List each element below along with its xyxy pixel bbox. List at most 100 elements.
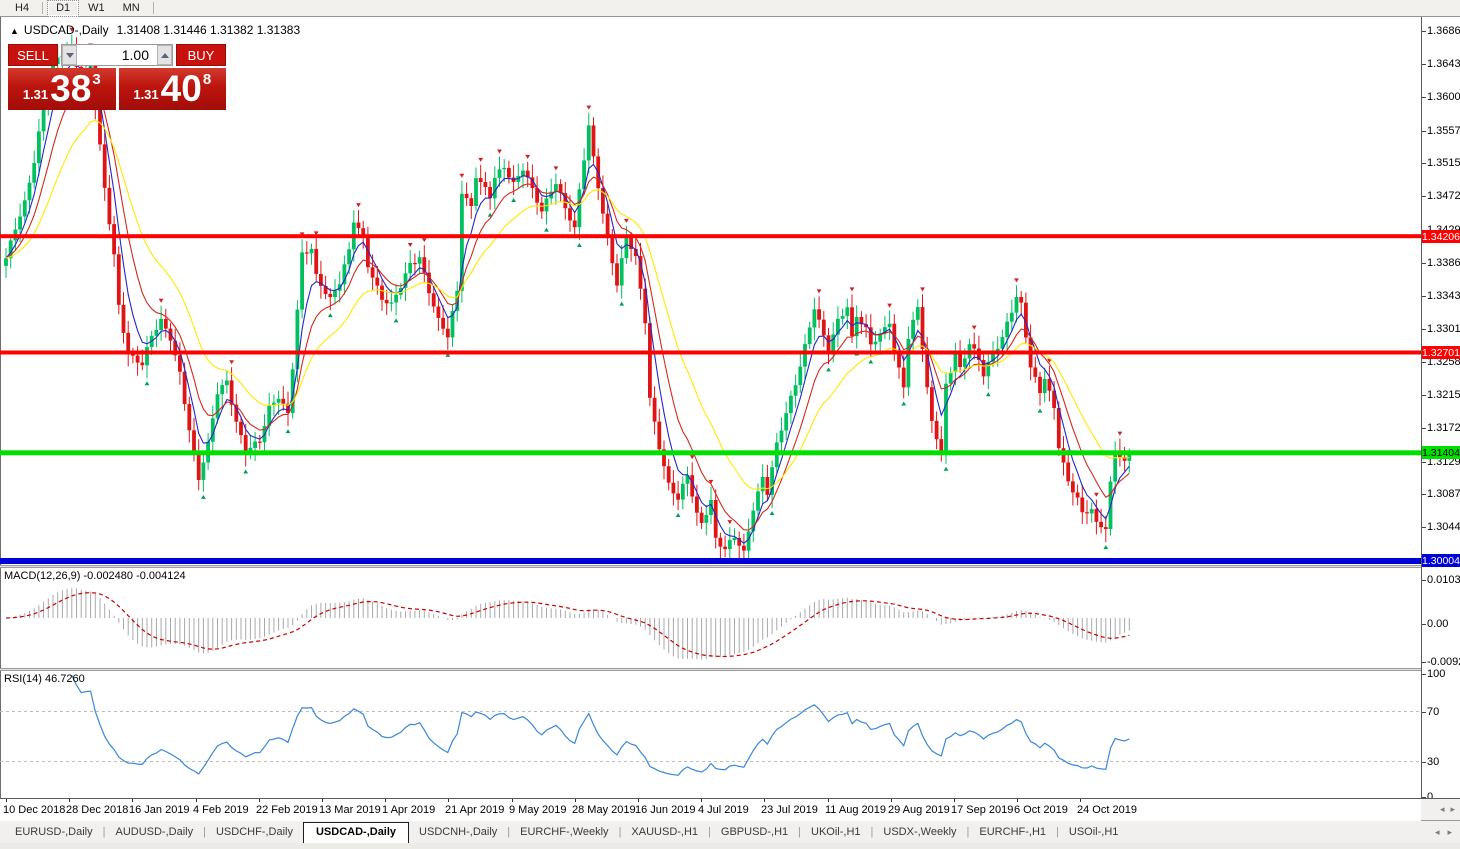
timeframe-button-d1[interactable]: D1 (47, 0, 80, 17)
date-axis-tick (259, 799, 260, 802)
timeframe-button-w1[interactable]: W1 (88, 1, 105, 14)
rsi-axis-tick (1422, 797, 1426, 798)
chart-ohlc-values: 1.31408 1.31446 1.31382 1.31383 (116, 23, 301, 37)
symbol-tab-gbpusdh1[interactable]: GBPUSD-,H1 (720, 826, 789, 838)
price-axis-tick (1422, 395, 1426, 396)
macd-axis-label: -0.009203 (1427, 656, 1460, 668)
symbol-tab-usdcnhdaily[interactable]: USDCNH-,Daily (419, 826, 498, 838)
symbol-tab-eurusddaily[interactable]: EURUSD-,Daily (15, 826, 93, 838)
price-axis-tick (1422, 428, 1426, 429)
rsi-axis-tick (1422, 762, 1426, 763)
price-axis-tick (1422, 163, 1426, 164)
rsi-axis-label: 70 (1427, 706, 1440, 718)
timeframe-button-mn[interactable]: MN (122, 1, 140, 14)
chart-scroll-left-icon[interactable]: ◂ (1439, 804, 1445, 814)
level-line-1.34206 (0, 234, 1421, 239)
symbol-tab-usoilh1[interactable]: USOil-,H1 (1068, 826, 1119, 838)
volume-decrease-button[interactable] (62, 45, 77, 65)
date-axis-tick (701, 799, 702, 802)
one-click-trading-panel: SELL 1.00 BUY 1.31 38 3 (8, 44, 226, 110)
price-axis-label: 1.33430 (1427, 290, 1460, 302)
price-axis-label: 1.35570 (1427, 125, 1460, 137)
price-chart-canvas[interactable] (0, 17, 1421, 565)
date-axis-label: 28 Dec 2018 (66, 804, 129, 816)
pane-splitter[interactable] (0, 668, 1460, 671)
date-axis-tick (512, 799, 513, 802)
price-axis[interactable]: 1.36860 1.36430 1.36000 1.35570 1.35150 1.347… (1421, 17, 1460, 803)
price-axis-label: 1.34720 (1427, 190, 1460, 202)
date-axis-label: 4 Feb 2019 (193, 804, 249, 816)
date-axis-tick (322, 799, 323, 802)
date-axis-tick (69, 799, 70, 802)
date-axis-tick (1080, 799, 1081, 802)
tab-separator: | (102, 826, 106, 838)
rsi-axis-label: 0 (1427, 791, 1434, 803)
rsi-pane-canvas[interactable] (0, 671, 1421, 798)
date-axis-label: 17 Sep 2019 (951, 804, 1014, 816)
chart-symbol-period: USDCAD-,Daily (23, 23, 109, 37)
tabs-scroll-left-icon[interactable]: ◂ (1434, 827, 1440, 837)
date-axis-tick (196, 799, 197, 802)
timeframe-button-h4[interactable]: H4 (15, 1, 30, 14)
date-axis-tick (132, 799, 133, 802)
symbol-tab-usdchfdaily[interactable]: USDCHF-,Daily (215, 826, 293, 838)
status-strip (0, 843, 1460, 849)
buy-price-pipette: 8 (202, 71, 212, 88)
symbol-tab-xauusdh1[interactable]: XAUUSD-,H1 (631, 826, 699, 838)
symbol-tab-usdxweekly[interactable]: USDX-,Weekly (883, 826, 957, 838)
symbol-tab-eurchfh1[interactable]: EURCHF-,H1 (979, 826, 1047, 838)
symbol-tab-eurchfweekly[interactable]: EURCHF-,Weekly (520, 826, 609, 838)
date-axis-tick (828, 799, 829, 802)
medium-ma-line (5, 80, 1130, 531)
tab-scroll-buttons: ◂ ▸ (1435, 828, 1460, 843)
macd-pane-canvas[interactable] (0, 568, 1421, 668)
price-axis-label: 1.31290 (1427, 456, 1460, 468)
rsi-indicator-label: RSI(14) 46.7260 (4, 673, 85, 685)
buy-button[interactable]: BUY (176, 44, 226, 66)
price-axis-tick (1422, 362, 1426, 363)
price-axis-tick (1422, 527, 1426, 528)
tab-separator: | (1056, 826, 1059, 838)
tabs-scroll-right-icon[interactable]: ▸ (1447, 827, 1452, 837)
date-axis[interactable]: 10 Dec 2018 28 Dec 2018 16 Jan 2019 4 Feb 2… (0, 798, 1421, 821)
rsi-axis-tick (1422, 674, 1426, 675)
macd-axis-tick (1422, 662, 1426, 663)
date-axis-tick (448, 799, 449, 802)
tab-separator: | (618, 826, 622, 838)
price-axis-tick (1422, 329, 1426, 330)
buy-price-panel[interactable]: 1.31 40 8 (118, 68, 226, 110)
rsi-axis-tick (1422, 712, 1426, 713)
one-click-collapse-icon[interactable]: ▲ (10, 26, 19, 36)
price-level-badge-1.32701: 1.32701 (1422, 346, 1460, 359)
date-axis-label: 13 Mar 2019 (319, 804, 381, 816)
date-axis-tick (385, 799, 386, 802)
date-axis-tick (954, 799, 955, 802)
rsi-axis-label: 30 (1427, 756, 1440, 768)
sell-price-prefix: 1.31 (22, 87, 49, 102)
sell-price-panel[interactable]: 1.31 38 3 (8, 68, 116, 110)
sell-button[interactable]: SELL (8, 44, 58, 66)
symbol-tab-bar: EURUSD-,Daily | AUDUSD-,Daily | USDCHF-,Dail… (0, 820, 1460, 844)
symbol-tab-audusddaily[interactable]: AUDUSD-,Daily (115, 826, 194, 838)
level-line-1.30004 (0, 558, 1421, 564)
chart-scroll-right-icon[interactable]: ▸ (1450, 804, 1455, 814)
tab-separator: | (507, 826, 511, 838)
price-axis-label: 1.32580 (1427, 356, 1460, 368)
symbol-tab-ukoilh1[interactable]: UKOil-,H1 (811, 826, 861, 838)
slow-ma-line (5, 119, 1130, 490)
level-line-1.31404 (0, 450, 1421, 456)
price-level-badge-1.31404: 1.31404 (1422, 446, 1460, 459)
volume-increase-button[interactable] (157, 45, 172, 65)
symbol-tab-usdcaddaily[interactable]: USDCAD-,Daily (302, 822, 410, 844)
triangle-up-icon (160, 52, 169, 58)
volume-input[interactable]: 1.00 (77, 45, 157, 65)
date-axis-label: 11 Aug 2019 (825, 804, 886, 816)
date-axis-label: 23 Jul 2019 (761, 804, 818, 816)
toolbar-separator (42, 2, 44, 14)
macd-main-value: -0.002480 (83, 570, 134, 582)
date-axis-label: 22 Feb 2019 (256, 804, 318, 816)
price-axis-tick (1422, 64, 1426, 65)
pane-splitter[interactable] (0, 565, 1460, 568)
chart-scroll-corner: ◂ ▸ (1421, 798, 1460, 820)
level-line-1.32701 (0, 350, 1421, 355)
